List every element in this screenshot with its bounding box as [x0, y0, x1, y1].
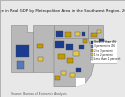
- Polygon shape: [11, 25, 33, 72]
- Bar: [91, 53, 93, 56]
- Bar: [67, 58, 73, 63]
- Polygon shape: [88, 25, 103, 39]
- Bar: [58, 54, 65, 59]
- Bar: [83, 39, 87, 43]
- Bar: [61, 71, 66, 75]
- Bar: [94, 45, 99, 49]
- Bar: [65, 32, 70, 37]
- Polygon shape: [54, 39, 94, 87]
- Bar: [17, 61, 24, 69]
- Bar: [97, 30, 101, 33]
- Text: Less than 1 percent: Less than 1 percent: [94, 57, 121, 61]
- Bar: [66, 44, 73, 50]
- Bar: [82, 32, 86, 36]
- Polygon shape: [33, 25, 54, 72]
- Bar: [91, 33, 97, 37]
- Text: 1 to 2 percent: 1 to 2 percent: [94, 53, 113, 57]
- Bar: [73, 51, 79, 56]
- Polygon shape: [54, 25, 88, 39]
- Bar: [37, 43, 43, 48]
- Bar: [76, 68, 81, 72]
- Bar: [78, 45, 84, 49]
- Text: Source: Bureau of Economic Analysis: Source: Bureau of Economic Analysis: [11, 92, 67, 96]
- Text: 3 percent to 4%: 3 percent to 4%: [94, 45, 115, 48]
- Bar: [55, 41, 64, 48]
- Bar: [70, 73, 75, 77]
- Bar: [99, 39, 104, 43]
- Bar: [16, 45, 29, 57]
- Text: Greater than 4%: Greater than 4%: [94, 40, 116, 44]
- Bar: [75, 32, 80, 36]
- Bar: [91, 41, 93, 44]
- Polygon shape: [88, 39, 108, 61]
- FancyBboxPatch shape: [90, 41, 118, 63]
- Polygon shape: [76, 78, 85, 87]
- Bar: [56, 31, 63, 37]
- Bar: [91, 45, 93, 48]
- Bar: [55, 76, 60, 80]
- Bar: [91, 49, 93, 52]
- Text: Percent Change in Real GDP by Metropolitan Area in the Southwest Region, 2004-20: Percent Change in Real GDP by Metropolit…: [0, 9, 125, 13]
- Text: 2 to 3 percent: 2 to 3 percent: [94, 48, 113, 53]
- Bar: [91, 57, 93, 60]
- Bar: [38, 57, 43, 61]
